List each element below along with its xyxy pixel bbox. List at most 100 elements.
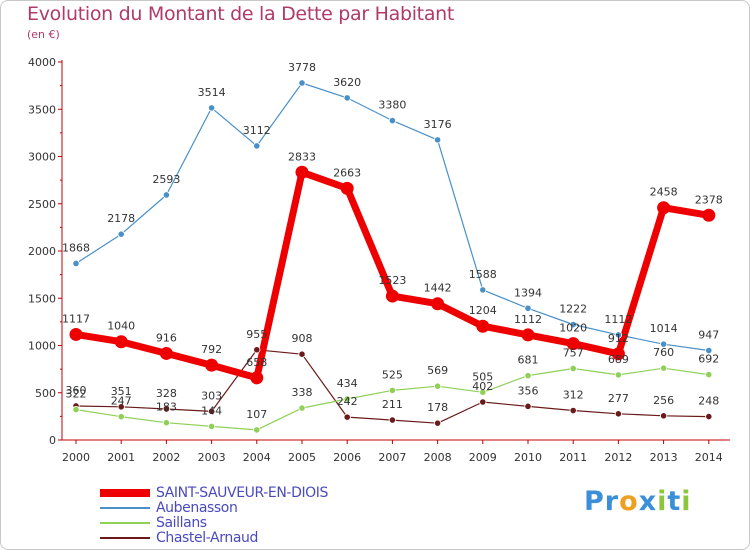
y-tick-label: 1000	[28, 340, 56, 353]
logo-letter: r	[604, 486, 620, 517]
data-point	[72, 259, 80, 268]
data-label: 2458	[650, 186, 678, 199]
x-tick-label: 2014	[695, 451, 723, 464]
data-label: 211	[382, 398, 403, 411]
data-label: 908	[292, 332, 313, 345]
data-label: 1204	[469, 304, 497, 317]
data-point	[343, 94, 351, 102]
data-point	[479, 286, 487, 294]
legend-label: Chastel-Arnaud	[156, 529, 258, 546]
data-label: 303	[201, 389, 222, 402]
data-label: 1117	[62, 312, 90, 325]
data-point	[72, 405, 80, 414]
data-point	[614, 371, 623, 379]
x-tick-label: 2000	[62, 451, 90, 464]
data-label: 434	[337, 377, 358, 390]
data-point	[159, 346, 173, 360]
y-tick-label: 1500	[28, 292, 56, 305]
data-point	[433, 136, 442, 144]
chart-data-points	[69, 79, 716, 434]
legend-label: Saillans	[156, 514, 207, 531]
data-point	[705, 371, 713, 379]
data-label: 351	[111, 385, 132, 398]
data-point	[114, 335, 128, 349]
data-point	[250, 371, 264, 385]
data-label: 1394	[514, 286, 542, 299]
data-point	[298, 404, 306, 412]
data-point	[479, 398, 487, 406]
x-tick-label: 2002	[152, 451, 180, 464]
y-tick-label: 2500	[28, 198, 56, 211]
legend-label: Aubenasson	[156, 499, 238, 516]
data-label: 692	[698, 353, 719, 366]
logo-letter: i	[681, 486, 692, 517]
data-label: 3112	[243, 124, 271, 137]
proxiti-logo: Proxiti	[584, 486, 692, 517]
data-point	[659, 412, 668, 420]
legend-item-saint-sauveur: SAINT-SAUVEUR-EN-DIOIS	[100, 485, 328, 501]
data-label: 312	[563, 389, 584, 402]
y-tick-label: 500	[35, 387, 56, 400]
data-label: 277	[608, 392, 629, 405]
data-point	[162, 191, 170, 199]
data-label: 3778	[288, 61, 316, 74]
x-tick-label: 2001	[107, 451, 135, 464]
x-tick-label: 2005	[288, 451, 316, 464]
y-tick-label: 4000	[28, 56, 56, 69]
data-point	[388, 116, 396, 125]
x-tick-label: 2004	[243, 451, 271, 464]
data-label: 360	[66, 384, 87, 397]
data-label: 322	[66, 388, 87, 401]
data-label: 792	[201, 343, 222, 356]
data-point	[524, 402, 532, 410]
data-label: 144	[201, 404, 222, 417]
data-point	[253, 426, 261, 434]
legend-item-aubenasson: Aubenasson	[100, 499, 328, 516]
chart-legend: SAINT-SAUVEUR-EN-DIOIS Aubenasson Sailla…	[100, 485, 328, 546]
data-point	[162, 419, 170, 427]
x-tick-label: 2003	[198, 451, 226, 464]
data-label: 689	[608, 353, 629, 366]
data-point	[385, 289, 399, 303]
data-label: 3620	[333, 76, 361, 89]
data-point	[208, 104, 216, 112]
data-label: 3380	[378, 99, 406, 112]
x-tick-label: 2009	[469, 451, 497, 464]
data-label: 256	[653, 394, 674, 407]
data-point	[476, 319, 490, 333]
data-point	[569, 320, 577, 329]
data-label: 1523	[378, 274, 406, 287]
data-point	[614, 410, 623, 418]
data-label: 242	[337, 395, 358, 408]
x-tick-label: 2006	[333, 451, 361, 464]
data-label: 947	[698, 329, 719, 342]
data-label: 916	[156, 331, 177, 344]
chart-title: Evolution du Montant de la Dette par Hab…	[27, 3, 455, 25]
data-label: 3514	[198, 86, 226, 99]
data-point	[659, 364, 668, 372]
data-label: 3176	[424, 118, 452, 131]
legend-item-saillans: Saillans	[100, 514, 328, 531]
data-label: 1442	[424, 282, 452, 295]
data-point	[388, 416, 396, 424]
data-point	[433, 382, 442, 390]
data-point	[117, 403, 125, 411]
logo-letter: t	[667, 486, 682, 517]
data-point	[295, 165, 309, 179]
data-label: 2178	[107, 212, 135, 225]
data-label: 356	[518, 384, 539, 397]
data-point	[524, 304, 532, 312]
logo-letter: P	[584, 486, 605, 517]
data-point	[208, 407, 216, 415]
data-label: 912	[608, 332, 629, 345]
data-label: 569	[427, 364, 448, 377]
data-point	[569, 406, 577, 415]
data-label: 338	[292, 386, 313, 399]
data-point	[521, 328, 535, 342]
legend-item-chastel-arnaud: Chastel-Arnaud	[100, 529, 328, 546]
data-point	[614, 331, 623, 339]
data-label: 2833	[288, 150, 316, 163]
x-tick-label: 2013	[650, 451, 678, 464]
data-point	[702, 208, 716, 222]
data-point	[611, 347, 625, 361]
